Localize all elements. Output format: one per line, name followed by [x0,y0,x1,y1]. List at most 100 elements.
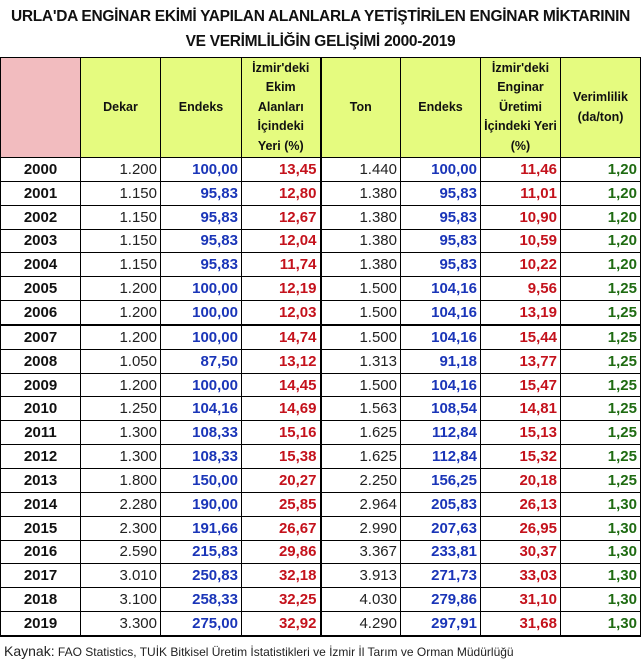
cell-izmir-production-share: 10,90 [480,204,561,230]
cell-productivity: 1,25 [560,300,641,326]
cell-izmir-production-share: 11,46 [480,157,561,182]
cell-endeks-area: 95,83 [160,180,242,206]
cell-dekar: 1.150 [80,204,161,230]
cell-year: 2005 [0,276,81,302]
table-row: 2012 1.300 108,33 15,38 1.625 112,84 15,32 1,25 [0,444,641,469]
cell-dekar: 3.010 [80,563,161,589]
column-header-corner [0,57,81,158]
data-table: Dekar Endeks İzmir'deki Ekim Alanları İçin… [0,57,641,637]
column-header-dekar: Dekar [80,57,161,158]
cell-endeks-area: 100,00 [160,300,242,326]
cell-productivity: 1,20 [560,252,641,278]
cell-endeks-area: 190,00 [160,491,242,517]
cell-year: 2004 [0,252,81,278]
cell-izmir-production-share: 31,10 [480,587,561,613]
cell-dekar: 1.150 [80,252,161,278]
cell-endeks-production: 233,81 [400,539,481,565]
cell-endeks-area: 108,33 [160,444,242,469]
cell-productivity: 1,25 [560,323,641,350]
column-header-endeks-production: Endeks [400,57,481,158]
cell-izmir-area-share: 13,45 [241,157,321,182]
cell-izmir-area-share: 32,18 [241,563,321,589]
cell-izmir-area-share: 14,69 [241,396,321,422]
cell-dekar: 1.200 [80,323,161,350]
cell-year: 2001 [0,180,81,206]
cell-ton: 1.500 [319,300,401,326]
cell-productivity: 1,25 [560,444,641,469]
cell-productivity: 1,20 [560,204,641,230]
cell-izmir-production-share: 26,95 [480,515,561,541]
cell-endeks-production: 95,83 [400,180,481,206]
source-label: Kaynak: [4,642,55,659]
cell-productivity: 1,20 [560,228,641,254]
cell-endeks-area: 108,33 [160,420,242,446]
column-header-productivity: Verimlilik (da/ton) [560,57,641,158]
cell-endeks-area: 250,83 [160,563,242,589]
cell-ton: 3.913 [319,563,401,589]
cell-dekar: 1.200 [80,276,161,302]
cell-endeks-production: 112,84 [400,420,481,446]
cell-endeks-production: 207,63 [400,515,481,541]
cell-ton: 1.380 [319,228,401,254]
cell-endeks-production: 156,25 [400,467,481,493]
cell-endeks-production: 104,16 [400,372,481,398]
column-header-izmir-production-share: İzmir'deki Enginar Üretimi İçindeki Yeri… [480,57,561,158]
cell-year: 2008 [0,348,81,374]
cell-dekar: 2.300 [80,515,161,541]
table-row: 2018 3.100 258,33 32,25 4.030 279,86 31,10 1,30 [0,587,641,613]
cell-dekar: 1.300 [80,420,161,446]
cell-izmir-production-share: 30,37 [480,539,561,565]
cell-dekar: 2.590 [80,539,161,565]
cell-endeks-area: 100,00 [160,372,242,398]
table-row: 2017 3.010 250,83 32,18 3.913 271,73 33,03 1,30 [0,563,641,589]
cell-izmir-production-share: 9,56 [480,276,561,302]
cell-ton: 1.563 [319,396,401,422]
cell-productivity: 1,25 [560,467,641,493]
cell-izmir-production-share: 15,13 [480,420,561,446]
cell-productivity: 1,30 [560,587,641,613]
cell-productivity: 1,30 [560,563,641,589]
cell-izmir-production-share: 15,47 [480,372,561,398]
cell-productivity: 1,30 [560,611,641,637]
cell-endeks-area: 150,00 [160,467,242,493]
cell-productivity: 1,30 [560,515,641,541]
header-row: Dekar Endeks İzmir'deki Ekim Alanları İçin… [0,57,641,158]
column-header-izmir-area-share: İzmir'deki Ekim Alanları İçindeki Yeri (… [241,57,321,158]
cell-year: 2012 [0,444,81,469]
cell-ton: 1.625 [319,420,401,446]
cell-izmir-production-share: 20,18 [480,467,561,493]
cell-ton: 1.380 [319,252,401,278]
cell-productivity: 1,20 [560,157,641,182]
cell-endeks-production: 95,83 [400,228,481,254]
table-body: 2000 1.200 100,00 13,45 1.440 100,00 11,46 1,20… [0,157,641,637]
cell-dekar: 1.250 [80,396,161,422]
cell-izmir-area-share: 25,85 [241,491,321,517]
cell-dekar: 1.050 [80,348,161,374]
cell-ton: 3.367 [319,539,401,565]
cell-year: 2016 [0,539,81,565]
cell-izmir-area-share: 12,19 [241,276,321,302]
cell-izmir-production-share: 15,32 [480,444,561,469]
cell-dekar: 1.300 [80,444,161,469]
cell-dekar: 3.300 [80,611,161,637]
cell-endeks-production: 95,83 [400,204,481,230]
cell-endeks-production: 100,00 [400,157,481,182]
cell-year: 2009 [0,372,81,398]
cell-year: 2018 [0,587,81,613]
cell-endeks-area: 95,83 [160,252,242,278]
cell-ton: 1.313 [319,348,401,374]
cell-dekar: 3.100 [80,587,161,613]
cell-productivity: 1,30 [560,539,641,565]
cell-endeks-production: 104,16 [400,300,481,326]
cell-endeks-production: 205,83 [400,491,481,517]
cell-izmir-production-share: 11,01 [480,180,561,206]
cell-endeks-production: 104,16 [400,276,481,302]
cell-izmir-area-share: 14,45 [241,372,321,398]
cell-endeks-production: 95,83 [400,252,481,278]
table-row: 2003 1.150 95,83 12,04 1.380 95,83 10,59 1,20 [0,228,641,254]
cell-izmir-production-share: 33,03 [480,563,561,589]
source-note: Kaynak: FAO Statistics, TUİK Bitkisel Ür… [0,637,641,665]
cell-ton: 1.500 [319,323,401,350]
cell-izmir-area-share: 12,67 [241,204,321,230]
cell-ton: 1.440 [319,157,401,182]
